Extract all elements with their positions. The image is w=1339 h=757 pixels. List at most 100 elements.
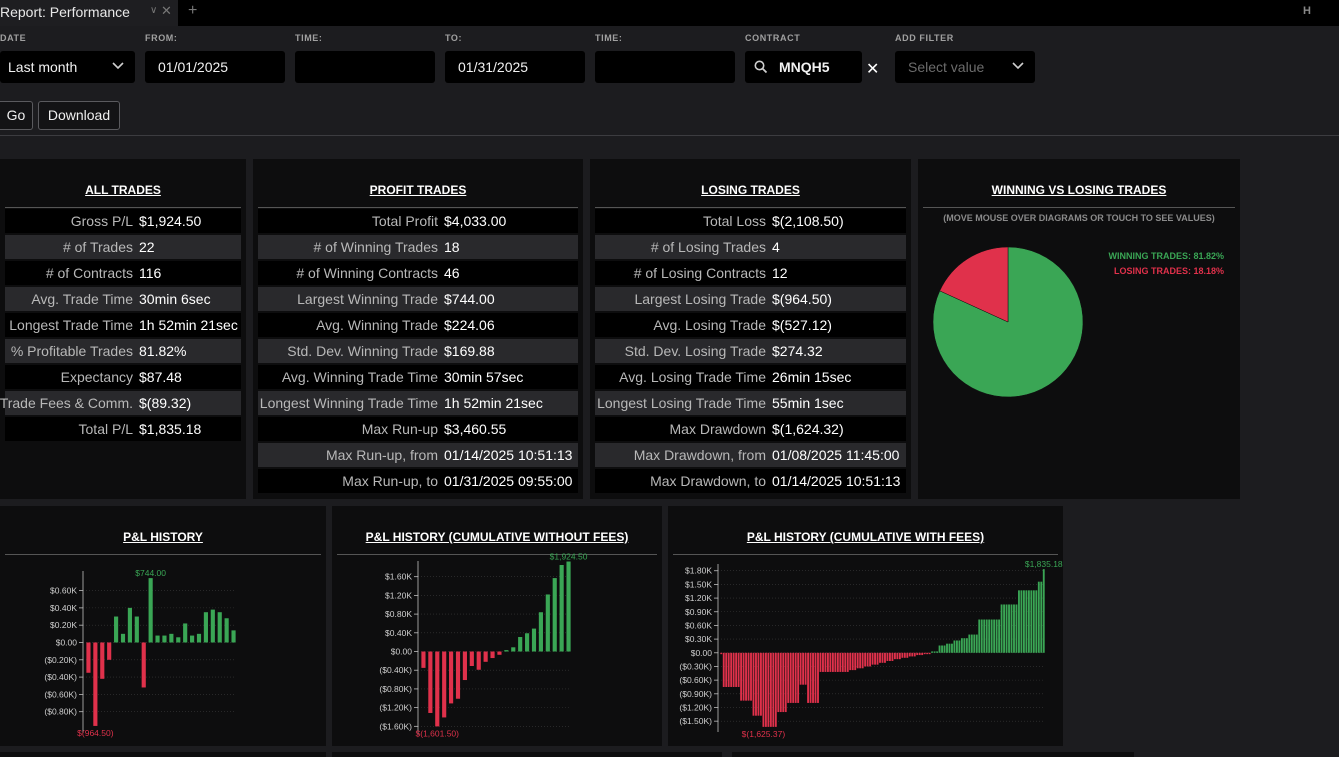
bar[interactable] (762, 652, 765, 727)
bar[interactable] (190, 635, 195, 643)
bar[interactable] (936, 651, 939, 653)
bar[interactable] (469, 651, 474, 667)
bar[interactable] (802, 652, 805, 685)
bar[interactable] (943, 645, 946, 653)
bar[interactable] (1030, 590, 1033, 653)
bar[interactable] (772, 652, 775, 727)
bar[interactable] (497, 651, 502, 655)
bar[interactable] (968, 634, 971, 653)
bar[interactable] (955, 640, 958, 653)
go-button[interactable]: Go (0, 101, 33, 130)
bar[interactable] (985, 619, 988, 653)
bar[interactable] (1035, 590, 1038, 653)
bar[interactable] (511, 647, 516, 652)
bar[interactable] (817, 652, 819, 703)
bar[interactable] (767, 652, 770, 727)
bar[interactable] (86, 642, 91, 673)
chevron-down-icon[interactable]: ∨ (150, 5, 158, 16)
bar[interactable] (836, 652, 839, 672)
pl-cumulative-with-fees-chart[interactable]: $1.80K $1.50K $1.20K $0.90K $0.60K $0.30K $0.0… (668, 506, 1063, 746)
bar[interactable] (176, 637, 181, 643)
bar[interactable] (903, 652, 906, 658)
bar[interactable] (490, 651, 495, 659)
bar[interactable] (861, 652, 864, 669)
bar[interactable] (889, 652, 891, 661)
from-date-field[interactable]: 01/01/2025 (145, 51, 285, 83)
win-loss-pie-chart[interactable] (923, 237, 1093, 407)
bar[interactable] (874, 652, 876, 665)
bar[interactable] (819, 652, 822, 672)
bar[interactable] (896, 652, 899, 660)
from-time-field[interactable] (295, 51, 435, 83)
bar[interactable] (764, 652, 767, 727)
bar[interactable] (224, 618, 229, 643)
bar[interactable] (941, 645, 943, 653)
bar[interactable] (908, 652, 911, 657)
bar[interactable] (141, 642, 146, 688)
bar[interactable] (1013, 604, 1015, 653)
bar[interactable] (1032, 590, 1035, 653)
to-date-field[interactable]: 01/31/2025 (445, 51, 585, 83)
bar[interactable] (871, 652, 874, 665)
bar[interactable] (737, 652, 740, 687)
bar[interactable] (794, 652, 797, 703)
bar[interactable] (923, 652, 926, 655)
bar[interactable] (911, 652, 914, 657)
bar[interactable] (958, 640, 961, 653)
bar[interactable] (913, 652, 916, 657)
bar[interactable] (428, 651, 433, 713)
bar[interactable] (953, 640, 956, 653)
bar[interactable] (854, 652, 857, 671)
plus-icon[interactable]: + (188, 2, 198, 19)
bar[interactable] (545, 594, 550, 652)
bar[interactable] (849, 652, 852, 671)
bar[interactable] (462, 651, 467, 681)
pie-slice-losing[interactable] (939, 246, 1009, 323)
bar[interactable] (1018, 590, 1020, 653)
bar[interactable] (210, 609, 215, 643)
bar[interactable] (127, 607, 132, 643)
bar[interactable] (196, 633, 202, 643)
bar[interactable] (483, 651, 488, 662)
bar[interactable] (797, 652, 800, 703)
bar[interactable] (804, 652, 807, 685)
bar[interactable] (476, 651, 481, 670)
bar[interactable] (812, 652, 814, 703)
bar[interactable] (844, 652, 847, 672)
bar[interactable] (859, 652, 862, 669)
bar[interactable] (822, 652, 824, 672)
bar[interactable] (782, 652, 785, 713)
bar[interactable] (826, 652, 829, 672)
bar[interactable] (965, 638, 968, 653)
bar[interactable] (784, 652, 787, 713)
bar[interactable] (799, 652, 802, 685)
bar[interactable] (928, 652, 931, 655)
bar[interactable] (995, 619, 998, 653)
bar[interactable] (538, 612, 543, 652)
bar[interactable] (740, 652, 743, 701)
bar[interactable] (906, 652, 909, 658)
bar[interactable] (1008, 604, 1010, 653)
bar[interactable] (114, 616, 119, 643)
bar[interactable] (774, 652, 777, 727)
bar[interactable] (722, 652, 725, 687)
bar[interactable] (1027, 590, 1030, 653)
bar[interactable] (926, 652, 929, 655)
bar[interactable] (789, 652, 792, 703)
bar[interactable] (881, 652, 884, 663)
bar[interactable] (988, 619, 991, 653)
contract-search-field[interactable]: MNQH5 (745, 51, 862, 83)
bar[interactable] (1025, 590, 1028, 653)
bar[interactable] (757, 652, 760, 716)
tab-report-performance[interactable]: Report: Performance ∨ ✕ (0, 0, 178, 26)
bar[interactable] (993, 619, 996, 653)
bar[interactable] (831, 652, 834, 672)
bar[interactable] (769, 652, 772, 727)
bar[interactable] (980, 619, 983, 653)
bar[interactable] (975, 634, 978, 653)
bar[interactable] (1015, 604, 1018, 653)
bar[interactable] (107, 642, 112, 660)
bar[interactable] (893, 652, 896, 660)
download-button[interactable]: Download (38, 101, 120, 130)
bar[interactable] (829, 652, 832, 672)
